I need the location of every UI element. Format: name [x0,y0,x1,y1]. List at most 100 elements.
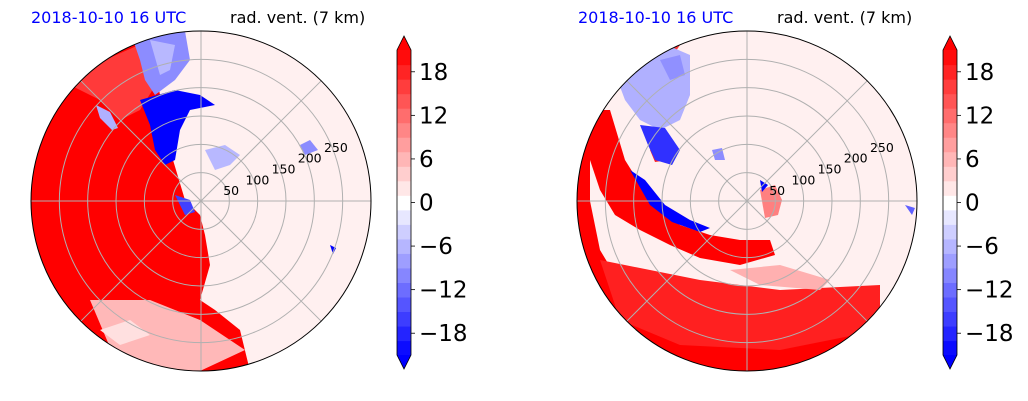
angular-gridline [746,80,868,202]
colorbar-tick-label: 18 [965,60,994,86]
colorbar-outline [396,35,412,370]
panel-title-left: 2018-10-10 16 UTC [31,8,186,27]
colorbar-swatch [397,238,411,254]
colorbar-swatches [396,35,415,370]
colorbar-swatch [397,151,411,167]
colorbar-tick-label: 0 [419,191,434,217]
polar-grid [31,31,371,371]
colorbar-extend-max [943,36,957,50]
panel-left: 2018-10-10 16 UTC rad. vent. (7 km) 50 1… [30,8,468,372]
colorbar-swatch [943,108,957,124]
colorbar-swatch [943,137,957,153]
colorbar-tick-label: −12 [965,278,1014,304]
colorbar-swatch [943,238,957,254]
angular-gridline [80,80,202,202]
negative-center-dot [175,195,195,215]
colorbar-swatch [943,311,957,327]
panel-title-left: 2018-10-10 16 UTC [578,8,733,27]
angular-gridline [746,200,868,322]
angular-gridline [200,200,322,322]
radial-tick-label: 200 [298,151,322,166]
colorbar: 18 12 6 0 −6 −12 −18 [942,35,1014,370]
positive-south-band [90,300,245,371]
radial-tick-labels: 50 100 150 200 250 [223,140,348,198]
radial-tick-label: 50 [223,183,239,198]
panel-right: 2018-10-10 16 UTC rad. vent. (7 km) 50 1… [576,8,1014,372]
colorbar-swatch [397,209,411,225]
colorbar-swatch [943,209,957,225]
negative-west-streak [96,105,118,130]
colorbar-swatch [397,166,411,182]
radial-tick-label: 150 [272,162,296,177]
negative-east-patch [300,140,318,155]
colorbar-extend-max [397,36,411,50]
negative-north-patch [660,55,685,80]
colorbar-tick-label: 6 [419,147,434,173]
colorbar-swatch [397,108,411,124]
negative-center-patch [712,148,725,160]
positive-south-streak [100,320,150,345]
colorbar-tick-label: −18 [419,321,468,347]
radial-tick-label: 150 [818,162,842,177]
positive-northwest [60,40,165,120]
angular-gridline [80,200,202,322]
negative-north-patch [150,40,175,75]
colorbar-ticks: 18 12 6 0 −6 −12 −18 [419,60,468,347]
colorbar-tick-label: −18 [965,321,1014,347]
radial-tick-label: 250 [870,140,894,155]
colorbar-swatch [397,267,411,283]
colorbar-swatch [397,340,411,356]
colorbar-swatch [943,79,957,95]
colorbar-tick-label: 12 [965,103,994,129]
panel-title-right: rad. vent. (7 km) [777,8,912,27]
colorbar-swatch [397,195,411,211]
radial-tick-label: 250 [324,140,348,155]
radial-tick-label: 100 [791,172,815,187]
colorbar-swatch [943,296,957,313]
colorbar-swatch [943,195,957,211]
negative-east-dot [905,205,915,215]
colorbar-swatch [943,325,957,342]
negative-center-patch [205,145,240,170]
positive-south-streak [730,265,830,290]
angular-gridline [200,80,322,202]
colorbar-swatch [943,253,957,269]
colorbar-tick-label: 6 [965,147,980,173]
colorbar-tick-label: 0 [965,191,980,217]
colorbar-swatch [397,224,411,240]
colorbar-swatch [943,93,957,109]
colorbar-swatch [397,137,411,153]
negative-core [140,90,215,165]
colorbar-swatch [943,122,957,138]
radial-tick-labels: 50 100 150 200 250 [769,140,894,198]
colorbar-swatch [397,296,411,313]
colorbar-tick-label: −12 [419,278,468,304]
radial-tick-label: 200 [844,151,868,166]
colorbar-swatch [943,180,957,196]
colorbar-swatch [397,79,411,95]
polar-grid [577,31,917,371]
colorbar-outline [942,35,958,370]
colorbar-swatch [943,340,957,356]
radar-field [577,31,917,371]
colorbar-extend-min [397,355,411,369]
colorbar-tick-label: −6 [965,234,999,260]
negative-arc-line [630,170,710,232]
colorbar-swatch [943,224,957,240]
colorbar-swatch [397,180,411,196]
colorbar-swatch [397,253,411,269]
colorbar-tick-label: 18 [419,60,448,86]
radar-field [31,31,371,371]
colorbar-swatch [397,282,411,298]
colorbar-extend-min [943,355,957,369]
colorbar-swatch [397,325,411,342]
colorbar-swatch [943,64,957,80]
colorbar-swatch [397,64,411,80]
negative-center-dot [760,180,768,192]
colorbar-swatch [397,50,411,66]
colorbar: 18 12 6 0 −6 −12 −18 [396,35,468,370]
colorbar-tick-label: −6 [419,234,453,260]
radial-tick-label: 50 [769,183,785,198]
negative-northwest-core [640,125,680,165]
